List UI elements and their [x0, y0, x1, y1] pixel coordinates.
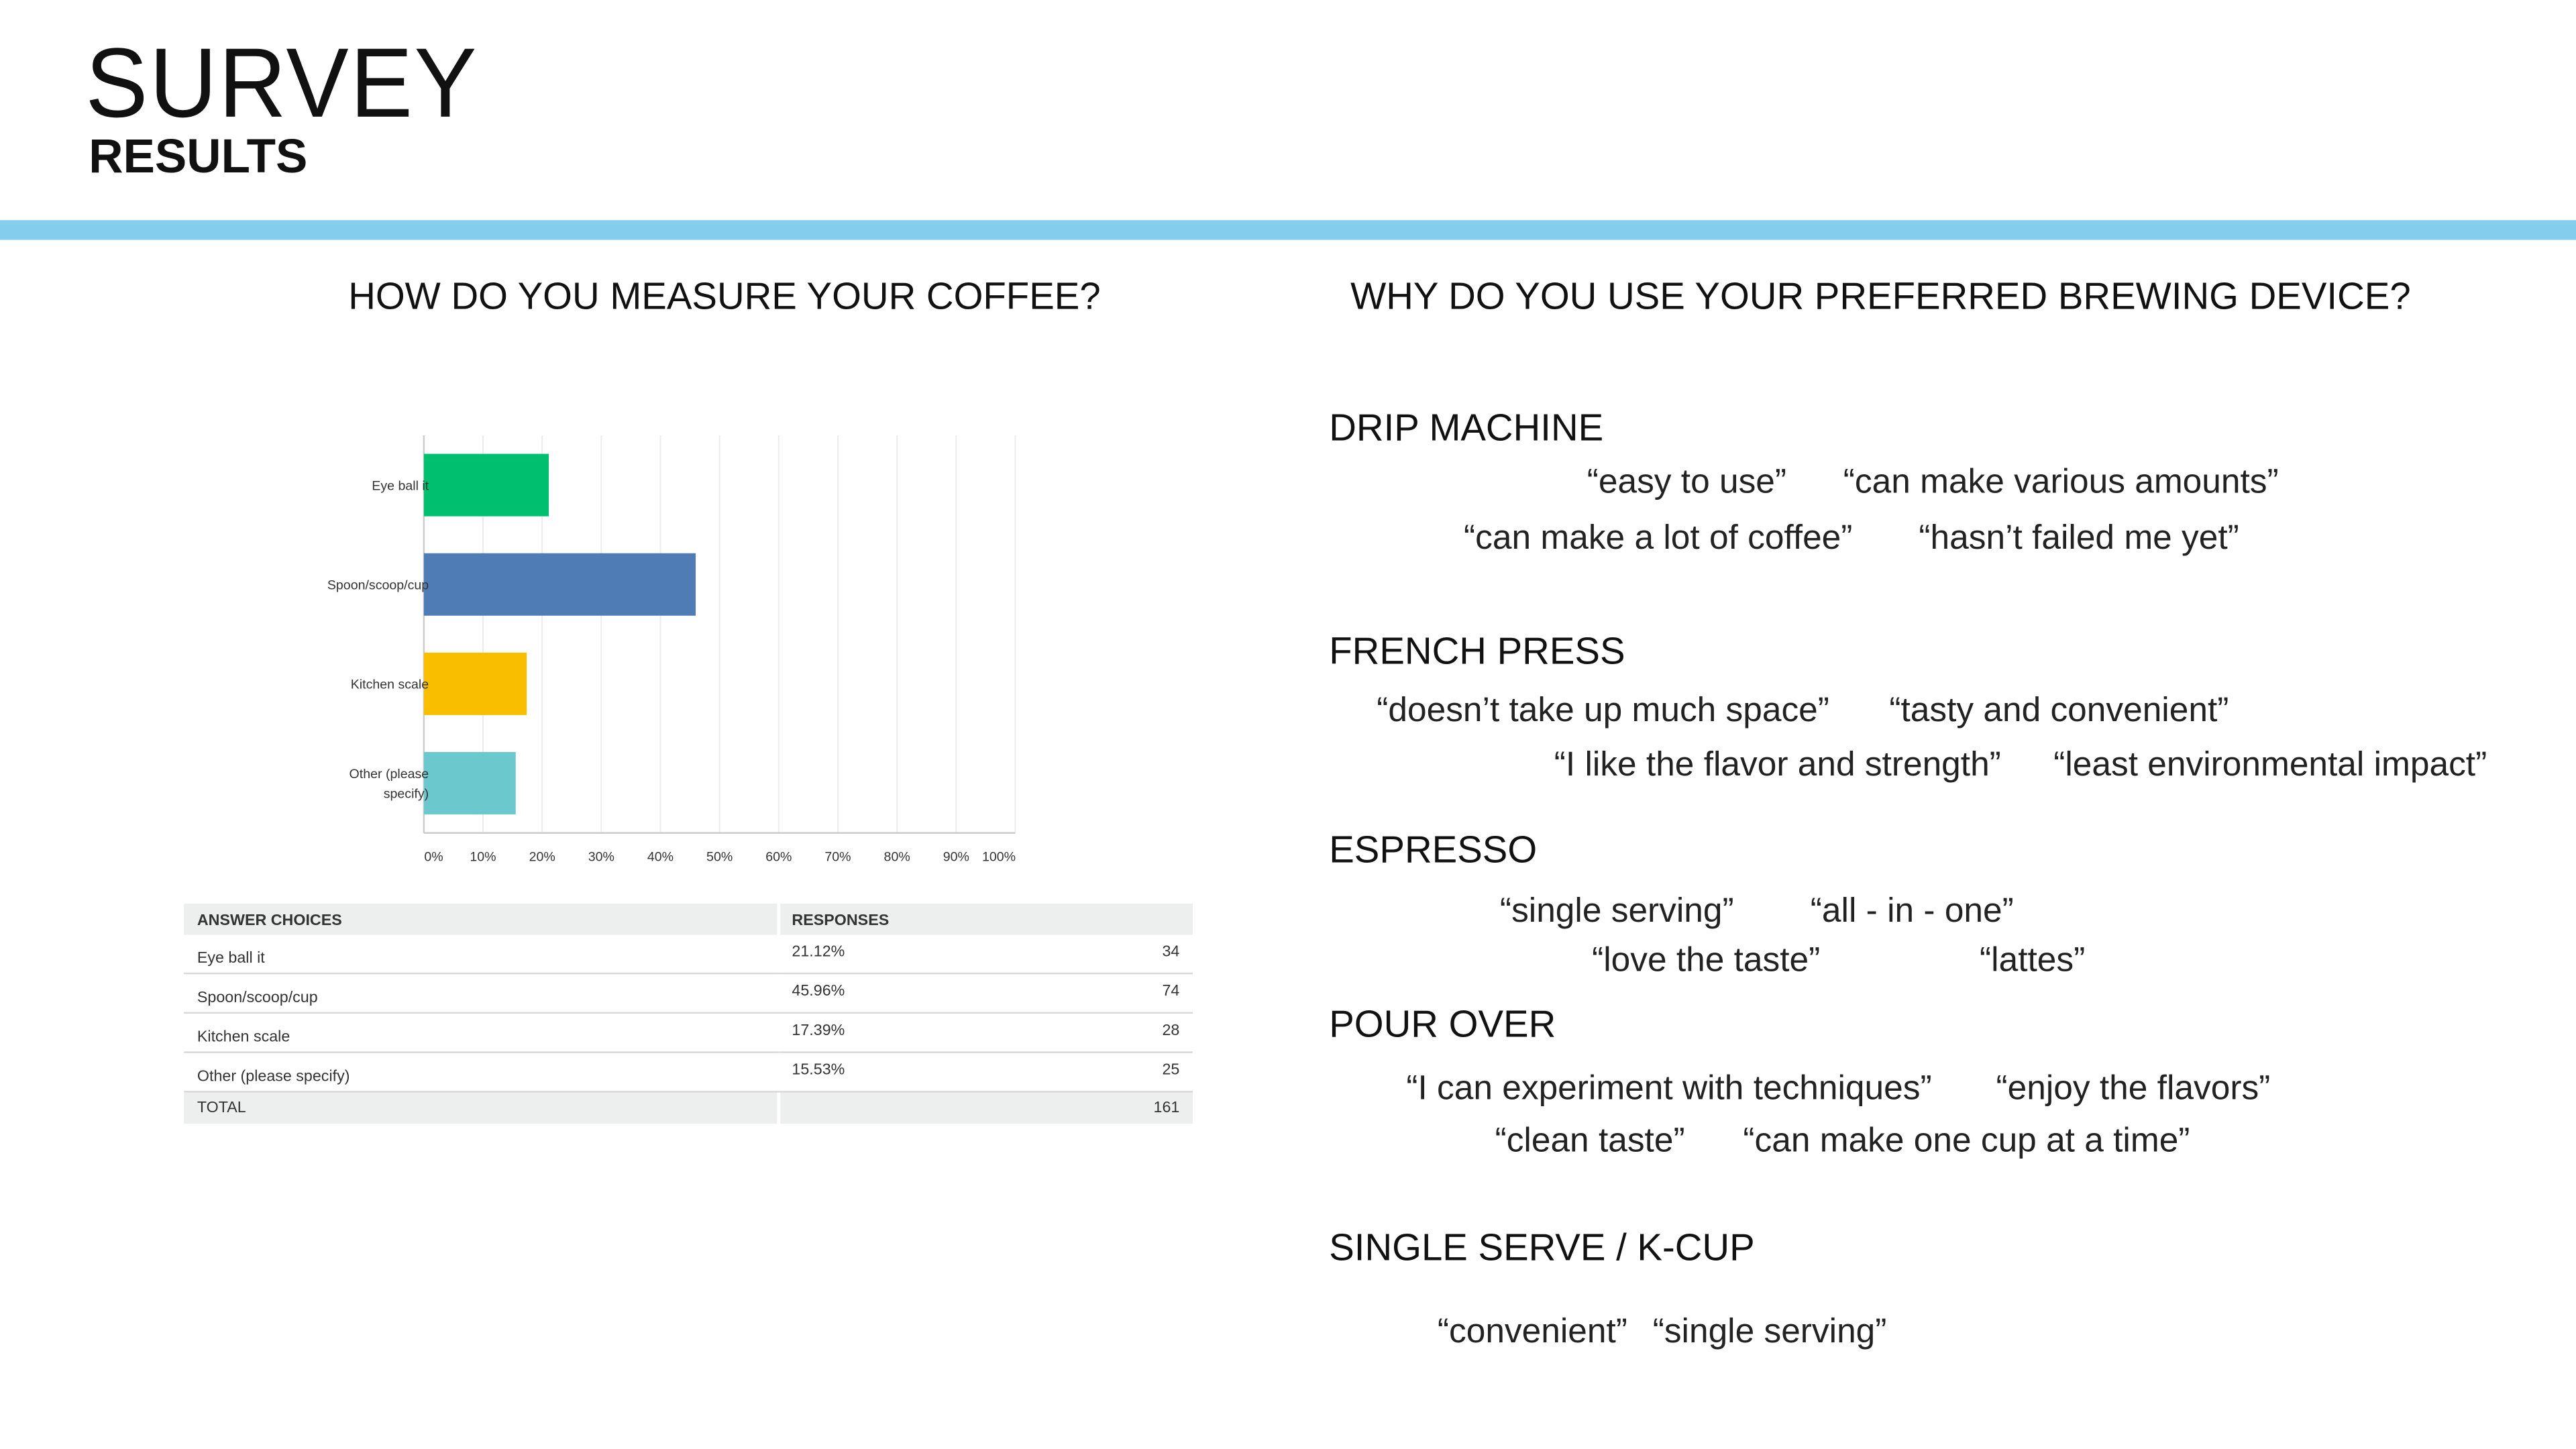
header-answer-choices: ANSWER CHOICES [197, 912, 342, 930]
y-category-label: specify) [384, 787, 429, 802]
quote: “clean taste” [1495, 1122, 1685, 1160]
x-tick-label: 90% [943, 849, 969, 864]
slide-subtitle: RESULTS [89, 131, 308, 184]
table-row: Eye ball it 21.12% 34 [184, 934, 1193, 975]
quote: “single serving” [1652, 1312, 1887, 1351]
row-count: 34 [1162, 943, 1180, 961]
total-count: 161 [1153, 1099, 1180, 1118]
table-row: Other (please specify) 15.53% 25 [184, 1053, 1193, 1093]
y-category-label: Other (please [350, 767, 429, 782]
section-single-serve: SINGLE SERVE / K-CUP [1329, 1225, 1755, 1269]
responses-table: ANSWER CHOICES RESPONSES Eye ball it 21.1… [184, 903, 1193, 1124]
section-drip-machine: DRIP MACHINE [1329, 405, 1604, 449]
table-row: Spoon/scoop/cup 45.96% 74 [184, 974, 1193, 1014]
quote: “I like the flavor and strength” [1554, 745, 2001, 784]
header-responses: RESPONSES [792, 912, 890, 930]
section-pour-over: POUR OVER [1329, 1002, 1556, 1045]
row-percent: 45.96% [792, 982, 845, 1001]
x-tick-label: 100% [982, 849, 1016, 864]
y-category-label: Spoon/scoop/cup [327, 578, 429, 593]
row-choice: Kitchen scale [197, 1028, 290, 1047]
bar-other-please-specify- [423, 752, 516, 815]
row-count: 25 [1162, 1061, 1180, 1079]
x-tick-label: 0% [424, 849, 443, 864]
quote: “love the taste” [1592, 941, 1821, 979]
x-tick-label: 20% [529, 849, 555, 864]
row-choice: Eye ball it [197, 949, 265, 968]
x-tick-label: 40% [647, 849, 674, 864]
quote: “convenient” [1437, 1312, 1627, 1351]
row-percent: 21.12% [792, 943, 845, 961]
quote: “lattes” [1980, 941, 2086, 979]
quote: “single serving” [1499, 892, 1734, 930]
quote: “easy to use” [1587, 463, 1787, 501]
bar-chart: 0% 10% 20% 30% 40% 50% 60% 70% 80% 90% 100% Eye bal… [327, 435, 1016, 864]
section-french-press: FRENCH PRESS [1329, 629, 1625, 672]
quote: “enjoy the flavors” [1996, 1069, 2271, 1108]
slide-title: SURVEY [85, 28, 478, 138]
section-espresso: ESPRESSO [1329, 828, 1538, 871]
right-question: WHY DO YOU USE YOUR PREFERRED BREWING DE… [1350, 274, 2411, 317]
row-choice: Other (please specify) [197, 1067, 350, 1086]
x-tick-label: 80% [884, 849, 910, 864]
x-tick-label: 70% [824, 849, 851, 864]
row-choice: Spoon/scoop/cup [197, 989, 318, 1008]
y-category-label: Kitchen scale [351, 678, 429, 692]
x-tick-label: 60% [765, 849, 792, 864]
y-category-label: Eye ball it [372, 478, 429, 493]
x-tick-label: 50% [706, 849, 733, 864]
bar-spoon-scoop-cup [423, 553, 696, 616]
quote: “hasn’t failed me yet” [1919, 519, 2239, 557]
left-question: HOW DO YOU MEASURE YOUR COFFEE? [348, 274, 1101, 317]
quote: “all - in - one” [1810, 892, 2014, 930]
row-count: 28 [1162, 1022, 1180, 1040]
x-tick-label: 30% [588, 849, 614, 864]
row-count: 74 [1162, 982, 1180, 1001]
row-percent: 17.39% [792, 1022, 845, 1040]
bar-eye-ball-it [423, 453, 549, 517]
bar-kitchen-scale [423, 652, 527, 715]
quote: “least environmental impact” [2053, 745, 2487, 784]
quote: “can make one cup at a time” [1743, 1122, 2190, 1160]
row-percent: 15.53% [792, 1061, 845, 1079]
x-tick-label: 10% [470, 849, 496, 864]
total-label: TOTAL [197, 1099, 246, 1118]
quote: “I can experiment with techniques” [1406, 1069, 1932, 1108]
quote: “tasty and convenient” [1889, 692, 2229, 730]
accent-bar [0, 220, 2576, 240]
table-row: Kitchen scale 17.39% 28 [184, 1014, 1193, 1053]
table-total-row: TOTAL 161 [184, 1092, 1193, 1124]
quote: “doesn’t take up much space” [1377, 692, 1829, 730]
quote: “can make various amounts” [1843, 463, 2279, 501]
table-header: ANSWER CHOICES RESPONSES [184, 903, 1193, 935]
quote: “can make a lot of coffee” [1464, 519, 1853, 557]
